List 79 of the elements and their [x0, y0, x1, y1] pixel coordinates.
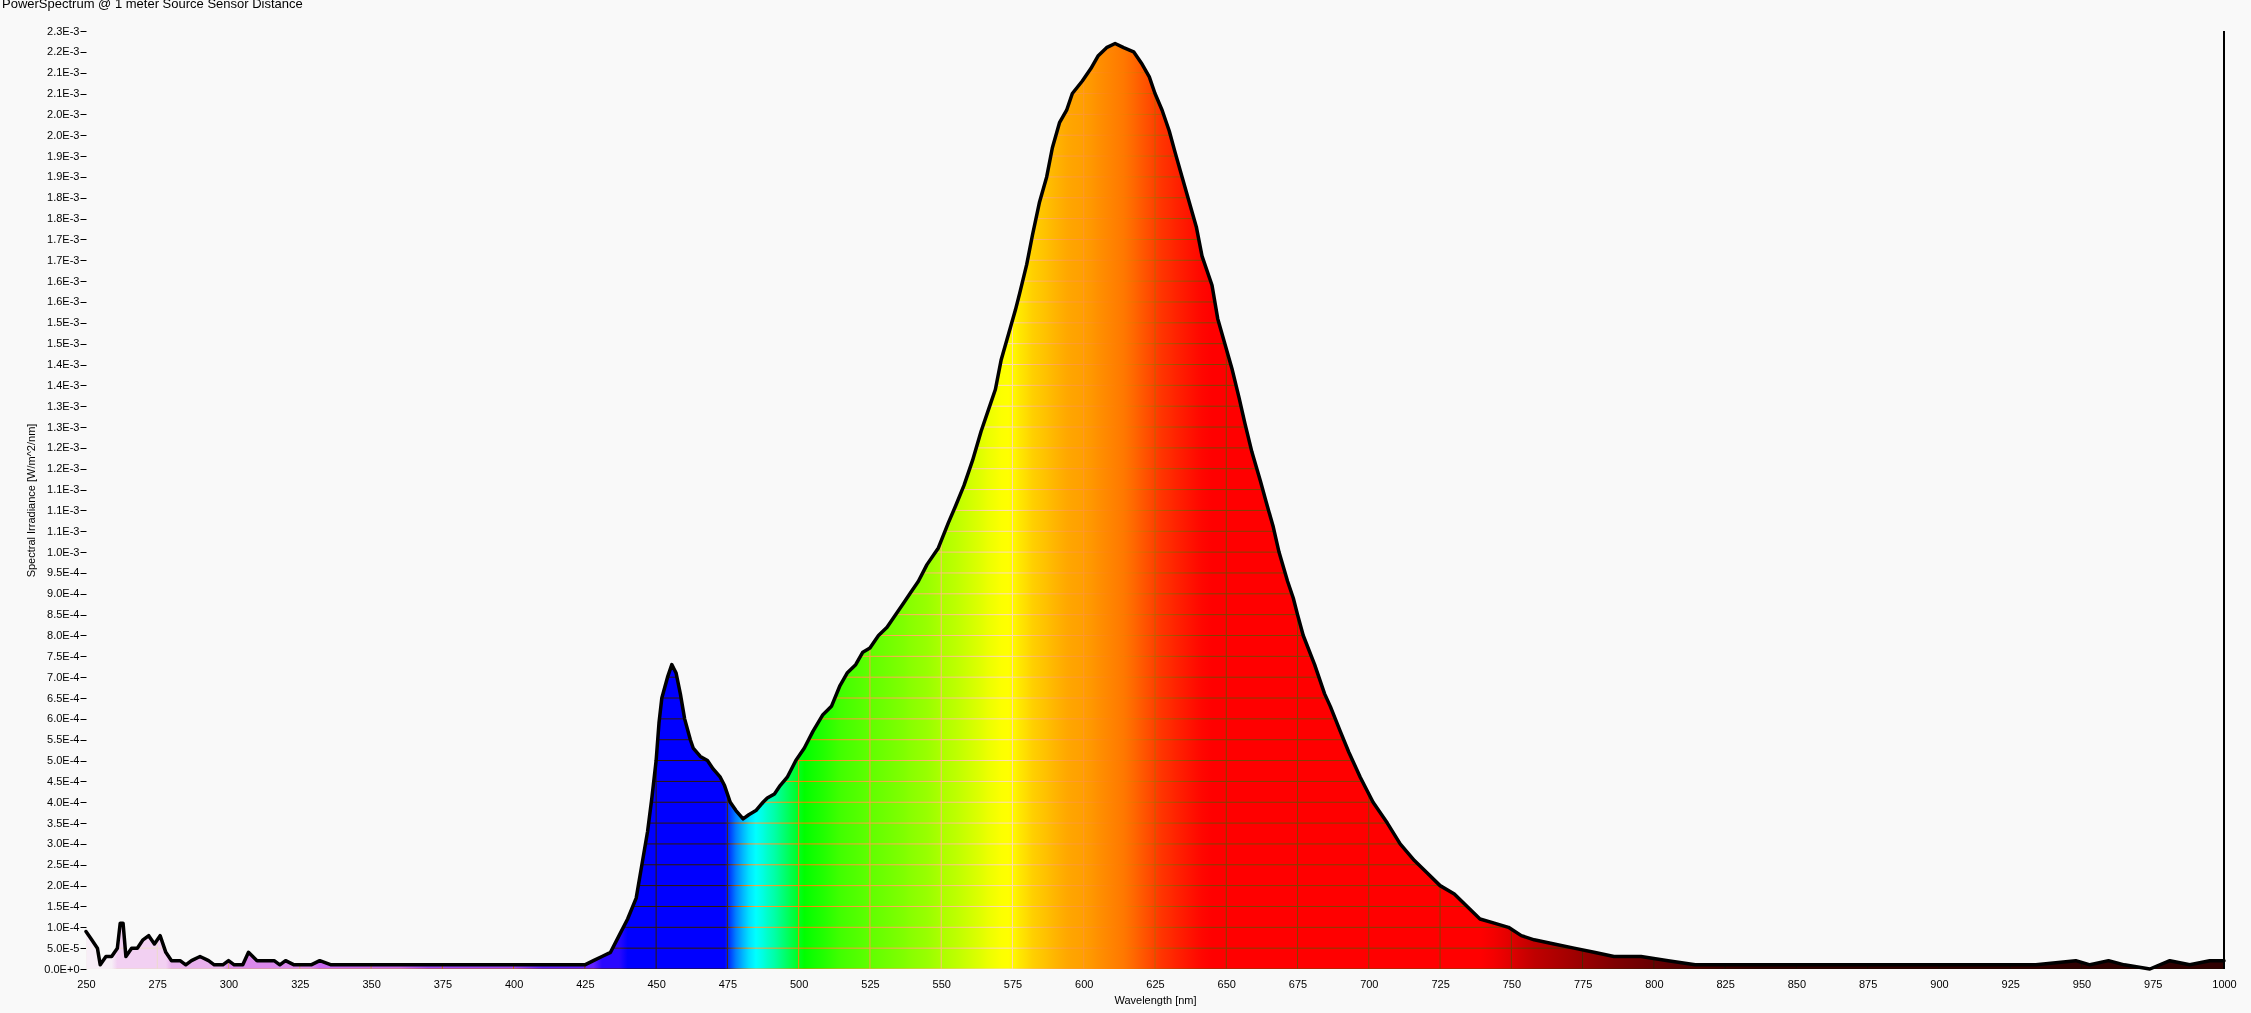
x-tick-label: 725 — [1431, 977, 1450, 990]
y-tick-label: 3.5E-4 — [47, 816, 80, 829]
y-tick-label: 1.7E-3 — [47, 253, 80, 266]
y-tick-label: 1.2E-3 — [47, 441, 80, 454]
x-tick-label: 850 — [1787, 977, 1807, 990]
y-tick-label: 2.1E-3 — [47, 66, 80, 79]
y-tick-label: 2.0E-3 — [47, 107, 80, 120]
y-tick-label: 2.1E-3 — [47, 87, 80, 100]
y-tick-label: 1.7E-3 — [47, 232, 80, 245]
y-tick-label: 1.5E-3 — [47, 316, 80, 329]
y-tick-label: 1.3E-3 — [47, 420, 80, 433]
y-tick-label: 1.1E-3 — [47, 483, 80, 496]
y-tick-label: 3.0E-4 — [47, 837, 80, 850]
y-tick-label: 2.5E-4 — [47, 858, 80, 871]
x-tick-label: 475 — [718, 977, 738, 990]
x-tick-label: 750 — [1502, 977, 1522, 990]
x-tick-label: 575 — [1003, 977, 1023, 990]
x-tick-label: 1000 — [2212, 977, 2237, 990]
y-tick-label: 4.0E-4 — [47, 795, 80, 808]
y-tick-label: 1.2E-3 — [47, 462, 80, 475]
y-tick-label: 7.5E-4 — [47, 649, 80, 662]
y-tick-label: 0.0E+0 — [44, 962, 80, 975]
x-tick-label: 800 — [1645, 977, 1664, 990]
y-tick-label: 6.5E-4 — [47, 691, 80, 704]
y-tick-label: 4.5E-4 — [47, 774, 80, 787]
y-tick-label: 9.0E-4 — [47, 587, 80, 600]
x-tick-label: 775 — [1573, 977, 1593, 990]
y-tick-label: 1.3E-3 — [47, 399, 80, 412]
x-tick-label: 900 — [1930, 977, 1949, 990]
y-tick-label: 1.0E-4 — [47, 920, 80, 933]
x-tick-label: 625 — [1146, 977, 1165, 990]
y-tick-label: 5.0E-4 — [47, 754, 80, 767]
y-tick-label: 5.5E-4 — [47, 733, 80, 746]
x-tick-label: 500 — [789, 977, 809, 990]
y-tick-label: 1.8E-3 — [47, 212, 80, 225]
y-tick-label: 1.5E-4 — [47, 899, 80, 912]
y-tick-label: 2.0E-4 — [47, 879, 80, 892]
y-tick-label: 8.0E-4 — [47, 628, 80, 641]
x-tick-label: 450 — [647, 977, 666, 990]
y-tick-label: 9.5E-4 — [47, 566, 80, 579]
y-tick-label: 2.2E-3 — [47, 45, 80, 58]
y-tick-label: 1.1E-3 — [47, 524, 80, 537]
y-tick-label: 1.5E-3 — [47, 337, 80, 350]
x-tick-label: 425 — [576, 977, 595, 990]
x-tick-label: 375 — [433, 977, 453, 990]
y-tick-label: 1.8E-3 — [47, 191, 80, 204]
y-tick-label: 2.0E-3 — [47, 128, 80, 141]
x-tick-label: 975 — [2144, 977, 2163, 990]
y-tick-label: 2.3E-3 — [47, 24, 80, 37]
y-tick-label: 1.9E-3 — [47, 170, 80, 183]
y-tick-label: 1.6E-3 — [47, 274, 80, 287]
x-axis-title: Wavelength [nm] — [1114, 993, 1197, 1006]
x-tick-label: 650 — [1217, 977, 1236, 990]
x-tick-label: 875 — [1858, 977, 1878, 990]
x-tick-label: 250 — [77, 977, 96, 990]
y-axis-title: Spectral Irradiance [W/m^2/nm] — [25, 423, 38, 578]
x-tick-label: 350 — [362, 977, 381, 990]
y-tick-label: 1.4E-3 — [47, 378, 80, 391]
x-tick-label: 925 — [2001, 977, 2020, 990]
x-tick-label: 700 — [1360, 977, 1379, 990]
x-tick-label: 825 — [1716, 977, 1735, 990]
y-tick-label: 1.9E-3 — [47, 149, 80, 162]
x-tick-label: 275 — [148, 977, 167, 990]
y-tick-label: 5.0E-5 — [47, 941, 80, 954]
x-tick-label: 950 — [2072, 977, 2092, 990]
y-tick-label: 6.0E-4 — [47, 712, 80, 725]
y-tick-label: 1.0E-3 — [47, 545, 80, 558]
x-tick-label: 400 — [504, 977, 524, 990]
y-tick-label: 1.1E-3 — [47, 503, 80, 516]
y-tick-label: 1.6E-3 — [47, 295, 80, 308]
x-tick-label: 525 — [861, 977, 880, 990]
x-tick-label: 600 — [1075, 977, 1094, 990]
y-tick-label: 8.5E-4 — [47, 608, 80, 621]
y-tick-label: 7.0E-4 — [47, 670, 80, 683]
x-tick-label: 550 — [932, 977, 951, 990]
x-tick-label: 300 — [219, 977, 239, 990]
x-tick-label: 325 — [291, 977, 310, 990]
y-tick-label: 1.4E-3 — [47, 358, 80, 371]
x-tick-label: 675 — [1288, 977, 1308, 990]
